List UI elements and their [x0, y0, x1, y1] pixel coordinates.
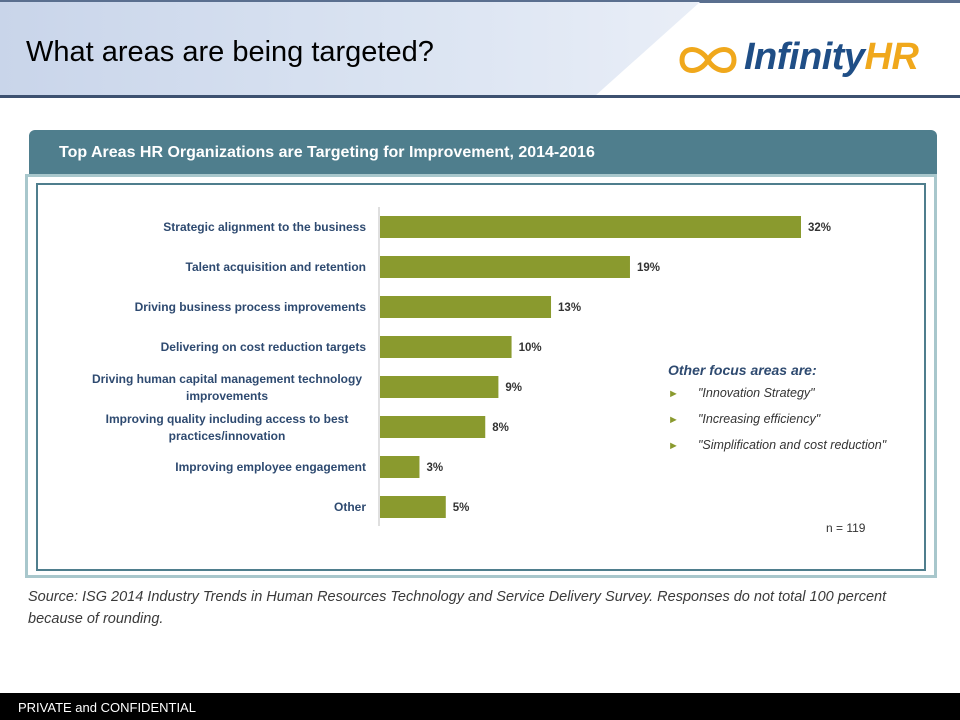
bar-value-label: 19%	[637, 262, 660, 274]
bar	[380, 456, 420, 478]
header-bottom-rule	[0, 95, 960, 98]
chart-inner-frame	[36, 183, 926, 571]
category-label: Improving employee engagement	[175, 460, 366, 474]
logo-text-accent: HR	[864, 36, 919, 78]
footer-text: PRIVATE and CONFIDENTIAL	[18, 700, 196, 715]
bar-value-label: 13%	[558, 302, 581, 314]
bar	[380, 336, 512, 358]
category-label: Improving quality including access to be…	[106, 412, 349, 443]
category-label: Driving human capital management technol…	[92, 372, 362, 403]
infinity-hr-logo: InfinityHR	[678, 36, 953, 86]
infinity-icon	[679, 47, 737, 73]
bar	[380, 496, 446, 518]
slide-header: What areas are being targeted? InfinityH…	[0, 0, 960, 98]
other-focus-item-text: "Innovation Strategy"	[698, 386, 815, 400]
header-gradient-band	[0, 2, 700, 96]
other-focus-item-text: "Simplification and cost reduction"	[698, 438, 887, 452]
arrow-icon: ►	[668, 388, 679, 400]
category-label: Strategic alignment to the business	[163, 220, 366, 234]
bar	[380, 376, 499, 398]
arrow-icon: ►	[668, 440, 679, 452]
bar-value-label: 9%	[505, 382, 522, 394]
bar-value-label: 32%	[808, 222, 831, 234]
bar-value-label: 3%	[426, 462, 443, 474]
other-focus-item: ► "Simplification and cost reduction"	[668, 438, 928, 464]
chart-header-bar: Top Areas HR Organizations are Targeting…	[29, 130, 937, 174]
arrow-icon: ►	[668, 414, 679, 426]
slide-title: What areas are being targeted?	[26, 36, 434, 68]
other-focus-item-text: "Increasing efficiency"	[698, 412, 821, 426]
logo-text-main: Infinity	[744, 36, 865, 78]
category-label: Talent acquisition and retention	[186, 260, 366, 274]
bar-value-label: 10%	[519, 342, 542, 354]
bar	[380, 416, 486, 438]
bar-value-label: 8%	[492, 422, 509, 434]
category-label: Other	[334, 500, 366, 514]
bar	[380, 256, 630, 278]
chart-title: Top Areas HR Organizations are Targeting…	[59, 144, 595, 161]
bar	[380, 216, 801, 238]
other-focus-box: Other focus areas are: ► "Innovation Stra…	[668, 362, 928, 464]
header-top-rule	[0, 0, 960, 3]
bar	[380, 296, 552, 318]
other-focus-title: Other focus areas are:	[668, 362, 817, 378]
sample-size-note: n = 119	[826, 521, 866, 535]
bar-value-label: 5%	[453, 502, 470, 514]
footer-bar: PRIVATE and CONFIDENTIAL	[0, 693, 960, 720]
category-label: Delivering on cost reduction targets	[161, 340, 367, 354]
other-focus-item: ► "Innovation Strategy"	[668, 386, 928, 412]
logo-wordmark: InfinityHR	[744, 36, 919, 79]
other-focus-item: ► "Increasing efficiency"	[668, 412, 928, 438]
source-note: Source: ISG 2014 Industry Trends in Huma…	[28, 589, 887, 627]
other-focus-list: ► "Innovation Strategy" ► "Increasing effi…	[668, 386, 928, 464]
category-label: Driving business process improvements	[135, 300, 367, 314]
